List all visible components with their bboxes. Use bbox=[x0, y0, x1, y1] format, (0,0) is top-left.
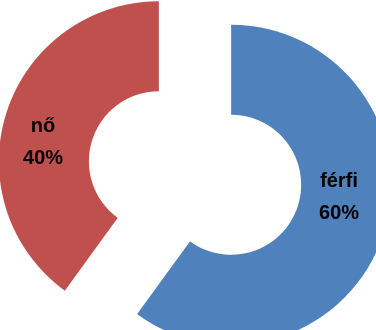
slice-0-label: férfi bbox=[320, 170, 358, 192]
slice-1 bbox=[0, 1, 159, 291]
slice-0-value-label: 60% bbox=[319, 202, 359, 224]
slice-1-label: nő bbox=[31, 115, 55, 137]
slice-1-value-label: 40% bbox=[23, 147, 63, 169]
slice-0 bbox=[137, 24, 376, 330]
